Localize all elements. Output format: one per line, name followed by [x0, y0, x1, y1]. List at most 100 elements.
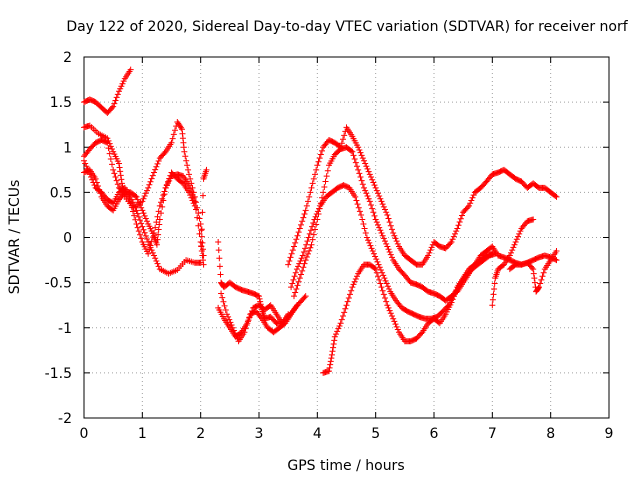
data-point: [489, 302, 496, 309]
data-point: [362, 160, 369, 167]
x-tick-label: 6: [430, 426, 439, 442]
data-point: [452, 230, 458, 237]
data-point: [95, 183, 101, 190]
data-point: [296, 225, 303, 232]
data-point: [308, 184, 315, 191]
data-point: [464, 204, 471, 211]
data-point: [530, 216, 537, 223]
data-point: [338, 316, 345, 323]
data-point: [155, 226, 162, 233]
data-point: [137, 202, 143, 209]
data-point: [188, 194, 195, 201]
data-point: [233, 332, 240, 339]
data-point: [418, 330, 425, 337]
data-point: [303, 202, 310, 209]
data-point: [132, 192, 139, 199]
data-point: [153, 219, 160, 226]
data-point: [114, 181, 121, 188]
data-point: [327, 361, 334, 368]
data-point: [373, 256, 380, 263]
data-point: [540, 269, 547, 276]
data-point: [166, 175, 173, 182]
data-point: [106, 150, 113, 157]
data-point: [381, 275, 388, 282]
data-point: [154, 236, 161, 243]
data-point: [535, 285, 542, 292]
y-tick-label: 1.5: [50, 95, 72, 111]
data-point: [199, 252, 206, 259]
data-point: [341, 132, 348, 139]
data-point: [378, 284, 385, 291]
data-point: [118, 83, 125, 90]
data-point: [216, 255, 223, 262]
data-point: [146, 246, 153, 253]
data-point: [362, 187, 369, 194]
data-point: [118, 180, 125, 187]
data-point: [452, 290, 458, 297]
data-point: [449, 296, 456, 303]
data-point: [490, 291, 497, 298]
data-point: [225, 313, 232, 320]
data-point: [114, 91, 121, 98]
data-point: [139, 207, 146, 214]
data-point: [515, 233, 521, 240]
data-point: [221, 302, 228, 309]
data-point: [426, 249, 433, 256]
plot-frame: [83, 56, 610, 419]
data-point: [376, 276, 383, 283]
data-point: [382, 277, 389, 284]
data-point: [455, 222, 462, 229]
data-point: [292, 239, 299, 246]
data-point: [449, 236, 456, 243]
data-point: [117, 85, 124, 92]
data-point: [154, 213, 161, 220]
data-point: [293, 236, 300, 243]
data-point: [365, 237, 372, 244]
data-point: [155, 231, 162, 238]
data-point: [198, 227, 205, 234]
y-tick-label: 0.5: [50, 185, 72, 201]
data-point: [200, 192, 206, 199]
data-point: [383, 298, 390, 305]
data-point: [358, 152, 365, 159]
data-point: [323, 173, 330, 180]
data-point: [151, 252, 157, 259]
y-tick-label: -1: [58, 321, 72, 337]
series-track-e: [81, 166, 198, 257]
data-point: [138, 204, 145, 211]
data-point: [375, 221, 381, 228]
data-point: [118, 176, 125, 183]
series-track-i: [285, 124, 560, 268]
data-point: [450, 233, 457, 240]
data-point: [428, 244, 435, 251]
x-tick-label: 8: [546, 426, 555, 442]
data-point: [187, 192, 194, 199]
data-point: [348, 147, 355, 154]
data-point: [286, 257, 293, 264]
data-point: [355, 144, 362, 151]
data-point: [427, 247, 434, 254]
data-point: [368, 245, 375, 252]
data-point: [302, 207, 309, 214]
data-point: [145, 184, 152, 191]
data-point: [138, 220, 145, 227]
data-point: [305, 198, 311, 205]
data-point: [468, 197, 475, 204]
data-point: [112, 97, 119, 104]
data-point: [312, 171, 318, 178]
data-point: [387, 222, 394, 229]
data-point: [351, 155, 358, 162]
data-point: [289, 247, 296, 254]
data-point: [530, 270, 537, 277]
data-point: [327, 358, 334, 365]
data-point: [335, 325, 342, 332]
data-point: [307, 227, 314, 234]
data-point: [385, 304, 392, 311]
data-point: [182, 153, 189, 160]
x-tick-label: 2: [196, 426, 205, 442]
data-point: [363, 234, 370, 241]
data-point: [330, 340, 337, 347]
data-point: [170, 131, 177, 138]
data-point: [317, 151, 324, 158]
